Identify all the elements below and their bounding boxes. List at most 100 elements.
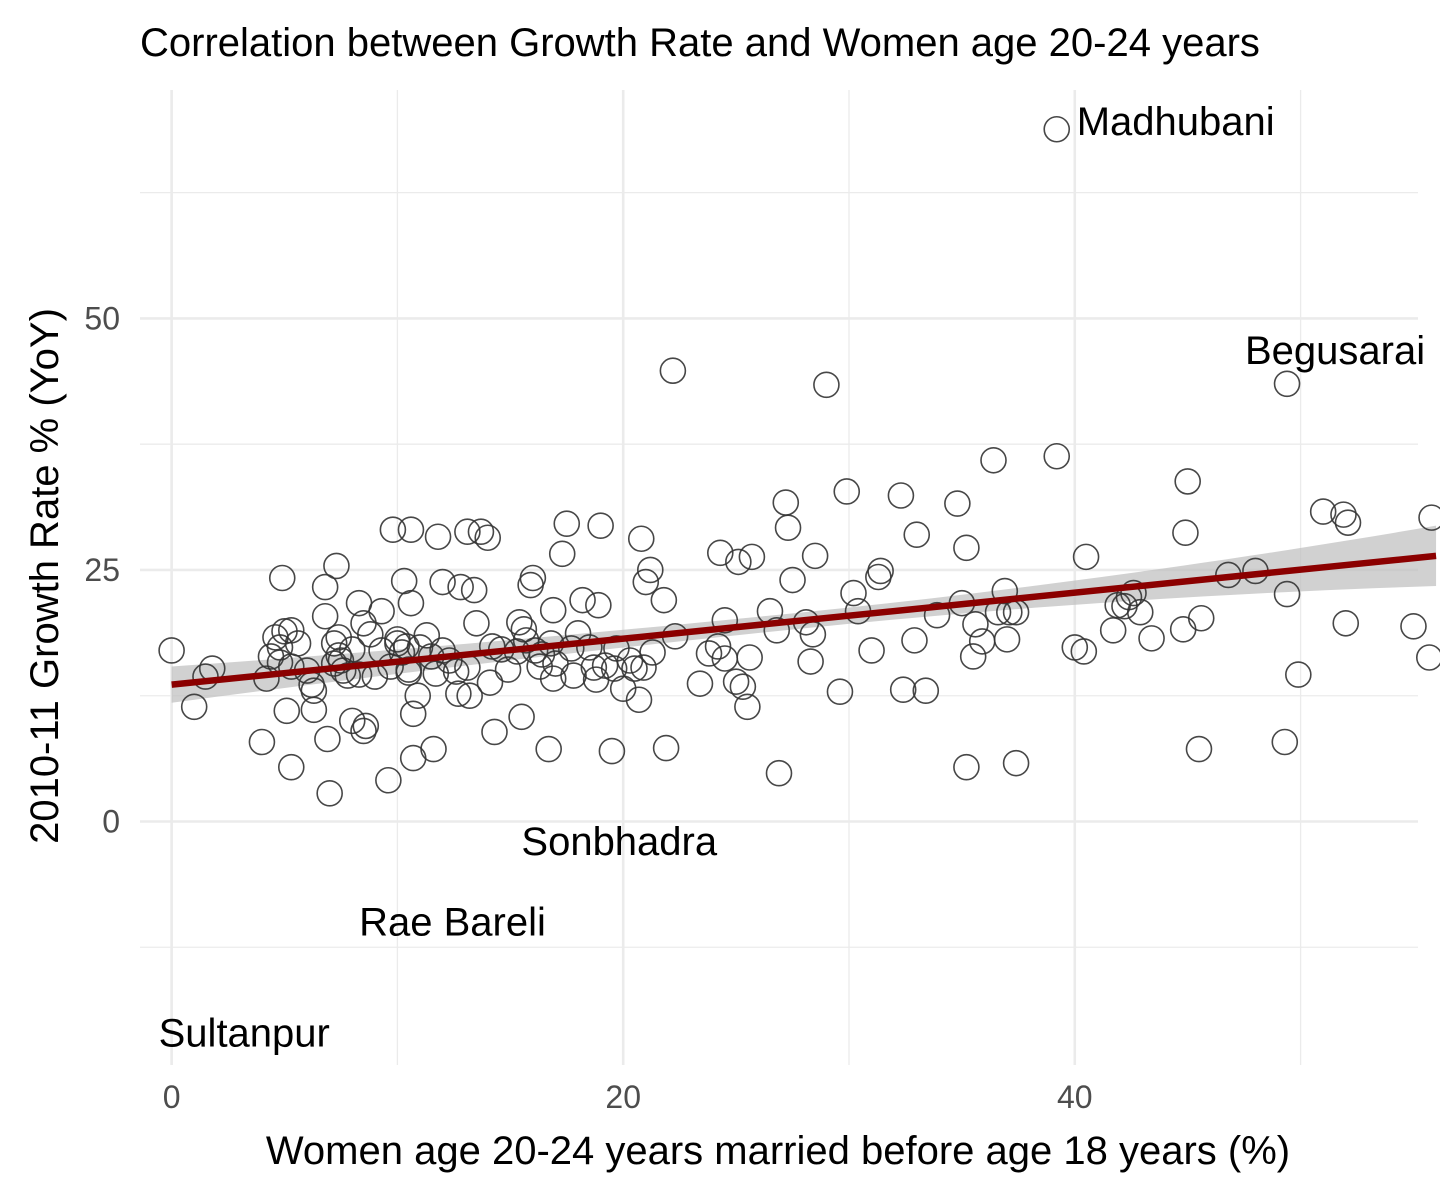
data-point bbox=[467, 518, 495, 546]
data-point bbox=[528, 641, 556, 668]
data-point bbox=[460, 576, 488, 604]
data-point bbox=[630, 654, 657, 681]
data-point bbox=[314, 725, 341, 753]
data-point bbox=[1332, 609, 1360, 637]
data-point bbox=[397, 589, 425, 617]
data-point bbox=[1187, 604, 1215, 632]
data-point bbox=[903, 521, 931, 549]
data-point bbox=[539, 596, 567, 624]
x-tick-label: 0 bbox=[163, 1079, 181, 1115]
data-point bbox=[316, 780, 343, 807]
data-point bbox=[413, 622, 441, 649]
data-point bbox=[734, 693, 761, 721]
data-point bbox=[320, 630, 348, 657]
data-point bbox=[368, 597, 395, 625]
data-point bbox=[725, 548, 752, 576]
data-point bbox=[277, 753, 305, 781]
data-point bbox=[722, 668, 750, 695]
chart-title: Correlation between Growth Rate and Wome… bbox=[140, 21, 1260, 65]
data-point bbox=[379, 516, 407, 544]
data-point bbox=[686, 670, 714, 697]
data-point bbox=[923, 601, 951, 629]
data-point bbox=[539, 665, 567, 692]
data-point bbox=[826, 678, 854, 706]
data-point bbox=[180, 693, 208, 721]
data-point bbox=[158, 637, 185, 664]
data-point bbox=[1285, 661, 1312, 688]
data-point bbox=[625, 686, 653, 714]
data-point bbox=[1418, 504, 1440, 531]
data-point bbox=[474, 524, 502, 552]
data-point bbox=[980, 446, 1007, 474]
data-point bbox=[338, 707, 366, 735]
data-point bbox=[1138, 625, 1165, 652]
data-point bbox=[345, 661, 373, 688]
data-point bbox=[535, 735, 562, 763]
annotation-label: Sonbhadra bbox=[521, 820, 717, 864]
data-point bbox=[519, 564, 547, 592]
data-point bbox=[729, 673, 757, 700]
data-point bbox=[801, 542, 829, 570]
data-point bbox=[627, 525, 655, 553]
data-point bbox=[277, 617, 305, 644]
data-point bbox=[867, 557, 894, 585]
data-point bbox=[833, 478, 861, 505]
data-point bbox=[953, 534, 980, 562]
data-point bbox=[636, 556, 664, 584]
data-point bbox=[429, 637, 456, 664]
trend-line-path bbox=[171, 552, 1437, 688]
annotation-label: Rae Bareli bbox=[359, 900, 546, 944]
data-point bbox=[1099, 617, 1127, 644]
data-point bbox=[1185, 735, 1213, 763]
data-point bbox=[338, 636, 366, 663]
data-point bbox=[454, 518, 481, 546]
data-point bbox=[1400, 613, 1427, 640]
data-point bbox=[508, 703, 535, 731]
point-annotations: Madhubani Begusarai Sonbhadra Rae Bareli Sul… bbox=[159, 100, 1425, 1055]
data-point bbox=[375, 766, 402, 794]
data-point bbox=[639, 639, 666, 666]
data-point bbox=[1126, 598, 1154, 626]
data-point bbox=[1120, 579, 1147, 607]
data-point bbox=[1273, 580, 1301, 608]
data-point bbox=[1415, 644, 1440, 671]
y-axis-title: 2010-11 Growth Rate % (YoY) bbox=[23, 308, 67, 844]
grid-lines bbox=[140, 90, 1418, 1065]
x-axis-ticks: 0 20 40 bbox=[163, 1079, 1093, 1115]
data-point bbox=[494, 656, 522, 683]
data-point bbox=[311, 573, 339, 601]
data-point bbox=[350, 717, 377, 745]
data-point bbox=[797, 648, 824, 675]
data-point bbox=[447, 573, 474, 601]
data-point bbox=[993, 626, 1021, 653]
data-point bbox=[463, 609, 490, 637]
data-point bbox=[311, 602, 339, 630]
data-point bbox=[397, 516, 425, 544]
data-point bbox=[774, 514, 802, 541]
data-point bbox=[621, 655, 648, 682]
data-point bbox=[962, 610, 989, 638]
data-point bbox=[953, 753, 980, 781]
x-tick-label: 20 bbox=[605, 1079, 641, 1115]
data-point bbox=[765, 759, 793, 787]
data-point bbox=[813, 371, 840, 399]
data-point bbox=[192, 663, 219, 690]
data-point bbox=[1309, 498, 1337, 525]
data-point bbox=[1330, 501, 1357, 528]
data-point bbox=[300, 696, 328, 724]
data-point bbox=[711, 606, 739, 634]
data-point bbox=[420, 735, 447, 763]
data-point bbox=[912, 677, 940, 704]
data-point bbox=[1070, 638, 1098, 665]
y-axis-ticks: 0 25 50 bbox=[84, 300, 120, 839]
data-point bbox=[268, 564, 296, 592]
data-point bbox=[352, 712, 380, 740]
data-point bbox=[887, 482, 915, 509]
data-point bbox=[632, 568, 660, 596]
data-point bbox=[456, 682, 483, 710]
y-tick-label: 0 bbox=[102, 804, 120, 840]
data-point bbox=[585, 591, 612, 619]
data-point bbox=[445, 680, 472, 708]
data-point bbox=[404, 682, 432, 710]
data-point bbox=[284, 630, 312, 657]
